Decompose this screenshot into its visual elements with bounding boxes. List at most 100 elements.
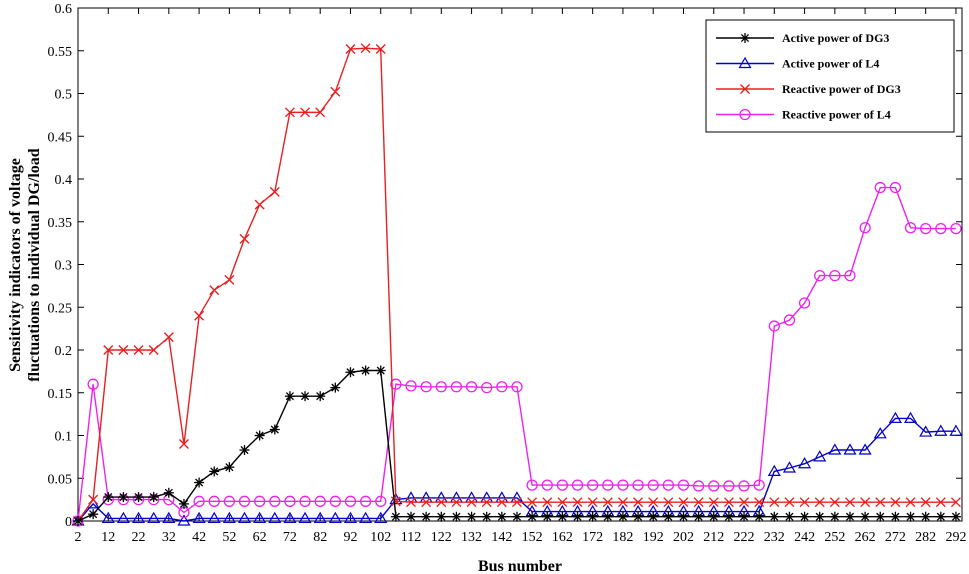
y-tick-label: 0.1 bbox=[55, 430, 73, 445]
data-point bbox=[558, 512, 567, 521]
legend-entry: Reactive power of L4 bbox=[716, 108, 891, 122]
data-point bbox=[663, 497, 674, 508]
data-point bbox=[919, 425, 933, 437]
data-point bbox=[541, 479, 553, 491]
data-point bbox=[813, 450, 827, 462]
data-point bbox=[268, 511, 282, 524]
data-point bbox=[162, 511, 176, 524]
data-point bbox=[739, 108, 751, 121]
data-point bbox=[723, 480, 735, 492]
x-tick-label: 62 bbox=[253, 530, 267, 545]
data-point bbox=[798, 457, 812, 469]
data-point bbox=[724, 512, 733, 521]
x-tick-label: 262 bbox=[855, 530, 876, 545]
x-tick-label: 242 bbox=[794, 530, 815, 545]
data-point bbox=[222, 511, 236, 524]
data-point bbox=[678, 497, 689, 508]
data-point bbox=[949, 424, 963, 436]
data-point bbox=[450, 381, 463, 393]
data-point bbox=[452, 512, 461, 521]
data-point bbox=[390, 496, 401, 507]
y-axis-label-line2: fluctuations to individual DG/load bbox=[26, 148, 43, 381]
data-point bbox=[843, 443, 857, 455]
data-point bbox=[753, 479, 765, 491]
data-point bbox=[920, 222, 932, 235]
data-point bbox=[647, 479, 659, 491]
data-point bbox=[116, 511, 130, 524]
data-point bbox=[224, 274, 235, 285]
data-point bbox=[328, 511, 342, 524]
data-point bbox=[89, 510, 98, 519]
data-point bbox=[739, 497, 750, 508]
data-point bbox=[375, 44, 386, 55]
data-point bbox=[861, 512, 870, 521]
data-point bbox=[785, 512, 794, 521]
x-tick-label: 122 bbox=[431, 530, 452, 545]
data-point bbox=[240, 445, 249, 455]
data-point bbox=[375, 495, 387, 507]
x-tick-label: 142 bbox=[491, 530, 512, 545]
data-point bbox=[511, 497, 522, 508]
data-point bbox=[195, 478, 204, 487]
data-point bbox=[904, 222, 917, 234]
data-point bbox=[149, 493, 158, 502]
legend-label: Reactive power of L4 bbox=[782, 108, 891, 122]
data-point bbox=[253, 511, 267, 524]
data-point bbox=[391, 512, 400, 521]
data-point bbox=[512, 512, 522, 521]
data-point bbox=[799, 497, 810, 508]
data-point bbox=[119, 493, 128, 502]
series-layer bbox=[71, 43, 963, 527]
x-tick-label: 202 bbox=[673, 530, 694, 545]
data-point bbox=[253, 495, 266, 507]
x-tick-label: 22 bbox=[132, 530, 146, 545]
data-point bbox=[935, 222, 947, 235]
data-point bbox=[147, 511, 161, 524]
data-point bbox=[405, 380, 417, 392]
x-tick-label: 162 bbox=[552, 530, 573, 545]
data-point bbox=[345, 44, 356, 55]
data-point bbox=[934, 424, 948, 436]
x-tick-label: 112 bbox=[401, 530, 421, 545]
data-point bbox=[421, 497, 432, 508]
data-point bbox=[406, 512, 416, 521]
x-tick-label: 42 bbox=[192, 530, 206, 545]
data-point bbox=[283, 511, 297, 524]
x-axis-label: Bus number bbox=[478, 558, 562, 574]
legend-entry: Reactive power of DG3 bbox=[716, 82, 901, 96]
data-point bbox=[648, 497, 659, 508]
data-point bbox=[844, 497, 855, 508]
data-point bbox=[800, 512, 809, 521]
y-axis-label-line1: Sensitivity indicators of voltage bbox=[7, 158, 24, 372]
data-point bbox=[346, 368, 355, 377]
series-line bbox=[77, 417, 956, 522]
data-point bbox=[740, 33, 750, 43]
series-reactive-power-of-dg3 bbox=[73, 43, 961, 526]
data-point bbox=[679, 512, 688, 521]
x-tick-label: 132 bbox=[461, 530, 482, 545]
data-point bbox=[602, 497, 613, 508]
data-point bbox=[755, 512, 764, 521]
x-tick-label: 12 bbox=[101, 530, 115, 545]
data-point bbox=[542, 497, 553, 508]
y-tick-label: 0 bbox=[65, 515, 72, 530]
x-tick-label: 282 bbox=[915, 530, 936, 545]
data-point bbox=[814, 269, 826, 282]
data-point bbox=[88, 494, 99, 505]
data-point bbox=[284, 107, 295, 118]
data-point bbox=[859, 222, 871, 234]
data-point bbox=[921, 512, 930, 521]
data-point bbox=[179, 499, 189, 508]
data-point bbox=[481, 381, 493, 394]
legend-label: Active power of L4 bbox=[782, 57, 879, 71]
data-point bbox=[677, 479, 690, 491]
data-point bbox=[692, 480, 705, 492]
y-tick-label: 0.55 bbox=[48, 45, 73, 60]
data-point bbox=[316, 392, 325, 401]
data-point bbox=[543, 512, 552, 521]
data-point bbox=[602, 479, 614, 491]
data-point bbox=[496, 497, 507, 508]
data-point bbox=[528, 512, 537, 521]
data-point bbox=[118, 345, 129, 355]
data-point bbox=[208, 495, 220, 507]
